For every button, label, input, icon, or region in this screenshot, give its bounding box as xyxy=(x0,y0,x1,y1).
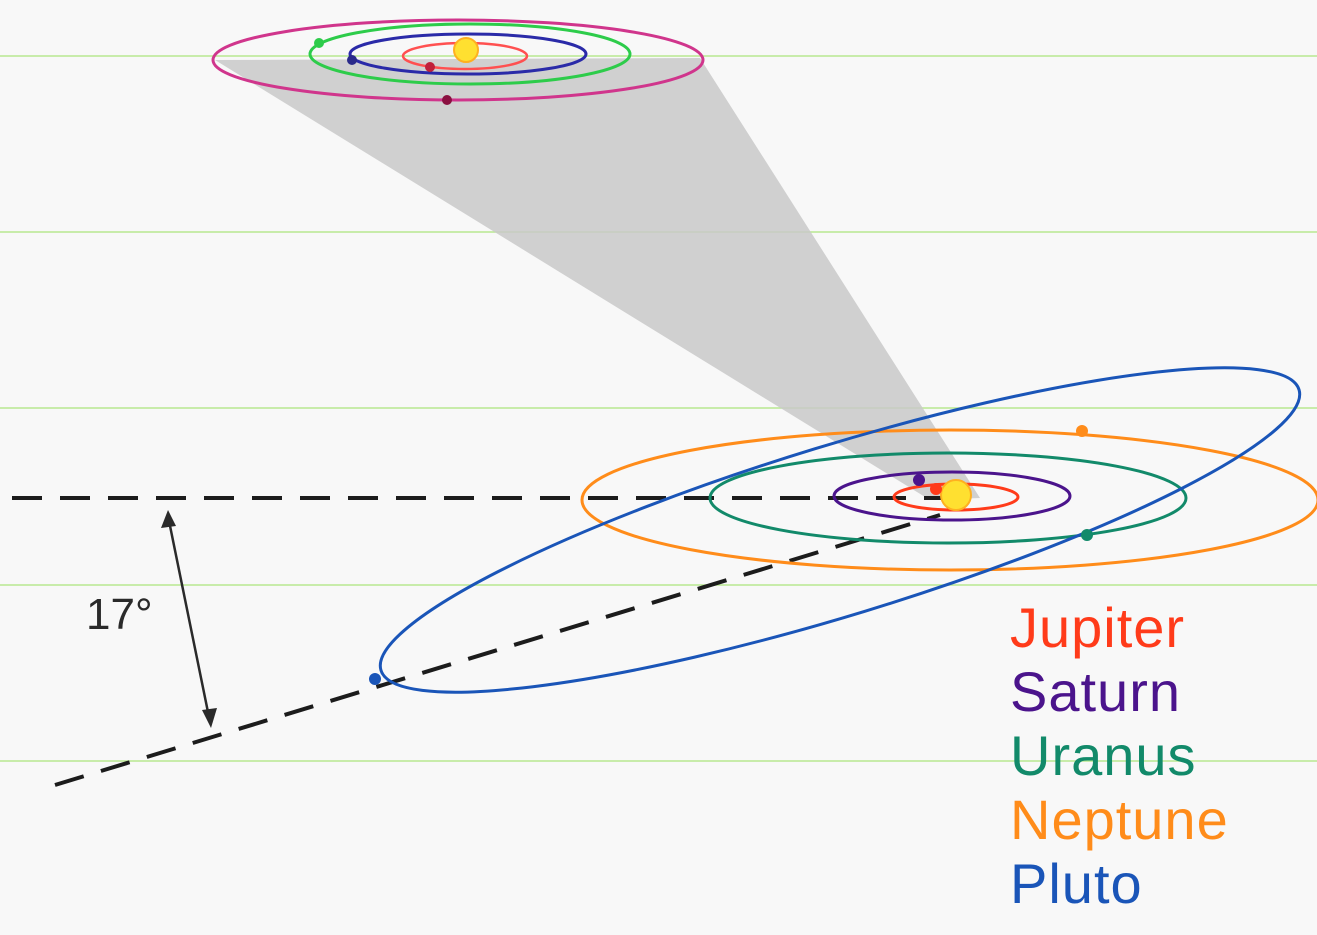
angle-arrow-shaft xyxy=(166,515,212,723)
inset-blue-orbit xyxy=(348,32,588,76)
legend-item-neptune: Neptune xyxy=(1010,788,1229,851)
legend-item-jupiter: Jupiter xyxy=(1010,596,1186,659)
jupiter-marker xyxy=(930,483,942,495)
projection-cone xyxy=(215,58,980,500)
saturn-orbit xyxy=(832,470,1072,522)
inset-sun xyxy=(453,37,479,63)
inset-planet-marker xyxy=(314,38,324,48)
inclination-arrow xyxy=(161,510,217,728)
legend: Jupiter Saturn Uranus Neptune Pluto xyxy=(1010,596,1229,916)
angle-arrowhead-top xyxy=(161,510,176,528)
inset-green-orbit xyxy=(308,22,632,86)
background-gridlines xyxy=(0,55,1317,762)
sun xyxy=(940,479,972,511)
uranus-orbit xyxy=(708,451,1188,545)
angle-arrowhead-bottom xyxy=(202,708,217,728)
inset-planet-marker xyxy=(425,62,435,72)
pluto-orbit-plane-line xyxy=(54,513,941,787)
legend-item-uranus: Uranus xyxy=(1010,724,1197,787)
legend-item-pluto: Pluto xyxy=(1010,852,1143,915)
pluto-orbit xyxy=(378,366,1302,694)
inset-planet-marker xyxy=(442,95,452,105)
legend-item-saturn: Saturn xyxy=(1010,660,1181,723)
neptune-orbit xyxy=(580,428,1317,572)
inset-inner-system xyxy=(211,18,705,105)
saturn-marker xyxy=(913,474,925,486)
uranus-marker xyxy=(1081,529,1093,541)
neptune-marker xyxy=(1076,425,1088,437)
pluto-marker xyxy=(369,673,381,685)
outer-system xyxy=(369,366,1317,694)
inclination-angle-label: 17° xyxy=(86,590,153,639)
inset-planet-marker xyxy=(347,55,357,65)
inset-outer-orbit xyxy=(211,18,705,102)
